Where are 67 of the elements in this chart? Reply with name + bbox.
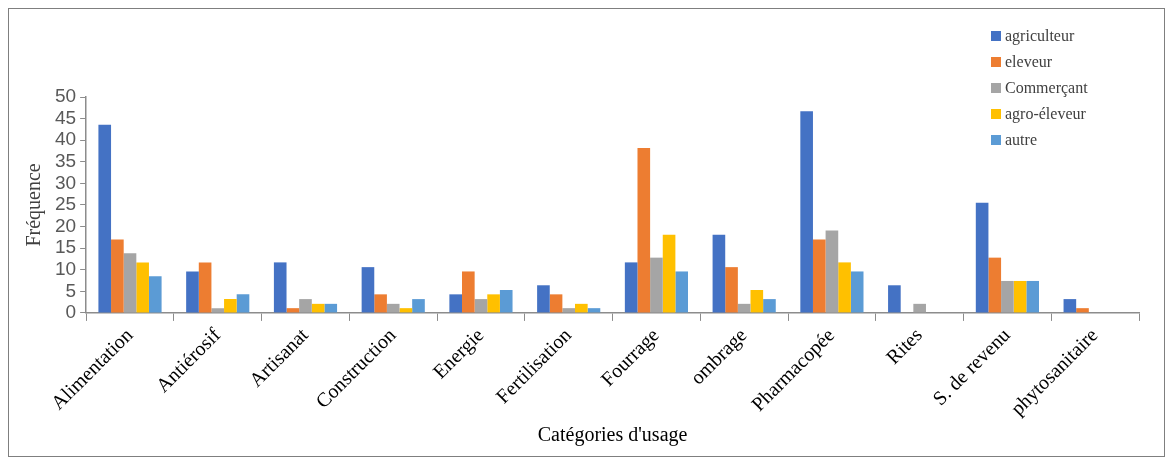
legend-label: agriculteur (1005, 27, 1075, 45)
bar (123, 253, 137, 313)
bar (988, 257, 1002, 313)
bar (136, 262, 149, 313)
bar (975, 202, 989, 313)
y-tick-label: 20 (54, 214, 77, 236)
y-tick-label: 40 (54, 128, 77, 150)
bar (273, 262, 287, 313)
bar (763, 299, 776, 313)
bar (386, 303, 400, 313)
bar (236, 294, 250, 313)
bar (211, 308, 225, 313)
bar (1013, 280, 1027, 313)
bar (562, 308, 576, 313)
bar (449, 294, 463, 313)
bar (624, 262, 638, 313)
y-tick-label: 35 (54, 150, 77, 172)
bar (98, 124, 112, 313)
y-tick-label: 30 (54, 171, 77, 193)
bar (1026, 280, 1039, 313)
bar (361, 267, 375, 313)
bar (750, 290, 764, 313)
bar (474, 299, 488, 313)
bar (825, 230, 839, 313)
y-tick-label: 15 (54, 236, 77, 258)
legend-label: Commerçant (1005, 79, 1088, 97)
bar (913, 303, 926, 313)
y-tick-label: 10 (54, 257, 77, 279)
bar (800, 111, 813, 313)
bar (487, 294, 500, 313)
bar (186, 271, 199, 313)
bar (725, 267, 738, 313)
bar (812, 239, 826, 313)
y-axis-title: Fréquence (22, 163, 46, 247)
bar (575, 303, 588, 313)
bar (537, 285, 550, 313)
bar (499, 290, 513, 313)
x-axis-title: Catégories d'usage (537, 423, 688, 447)
legend-label: autre (1005, 131, 1037, 149)
bar (412, 299, 425, 313)
y-tick-label: 45 (54, 106, 77, 128)
bar (324, 303, 338, 313)
y-tick-label: 5 (65, 279, 77, 301)
legend-label: eleveur (1005, 53, 1053, 71)
bar (1076, 308, 1089, 313)
bar (148, 276, 162, 313)
y-tick-label: 50 (54, 85, 77, 107)
bar (838, 262, 851, 313)
bar (650, 257, 663, 313)
bar (637, 147, 651, 313)
bar (675, 271, 689, 313)
y-tick-label: 0 (65, 301, 77, 323)
bar (198, 262, 212, 313)
bar (850, 271, 864, 313)
bar (549, 294, 563, 313)
bar (224, 299, 237, 313)
y-tick-label: 25 (54, 193, 77, 215)
bar (374, 294, 387, 313)
bar (712, 234, 726, 313)
bar (299, 299, 312, 313)
bar (1063, 299, 1077, 313)
bar (888, 285, 901, 313)
bar (462, 271, 475, 313)
legend-label: agro-éleveur (1005, 105, 1086, 123)
bar (662, 234, 676, 313)
bar (1001, 280, 1014, 313)
bar (111, 239, 124, 313)
